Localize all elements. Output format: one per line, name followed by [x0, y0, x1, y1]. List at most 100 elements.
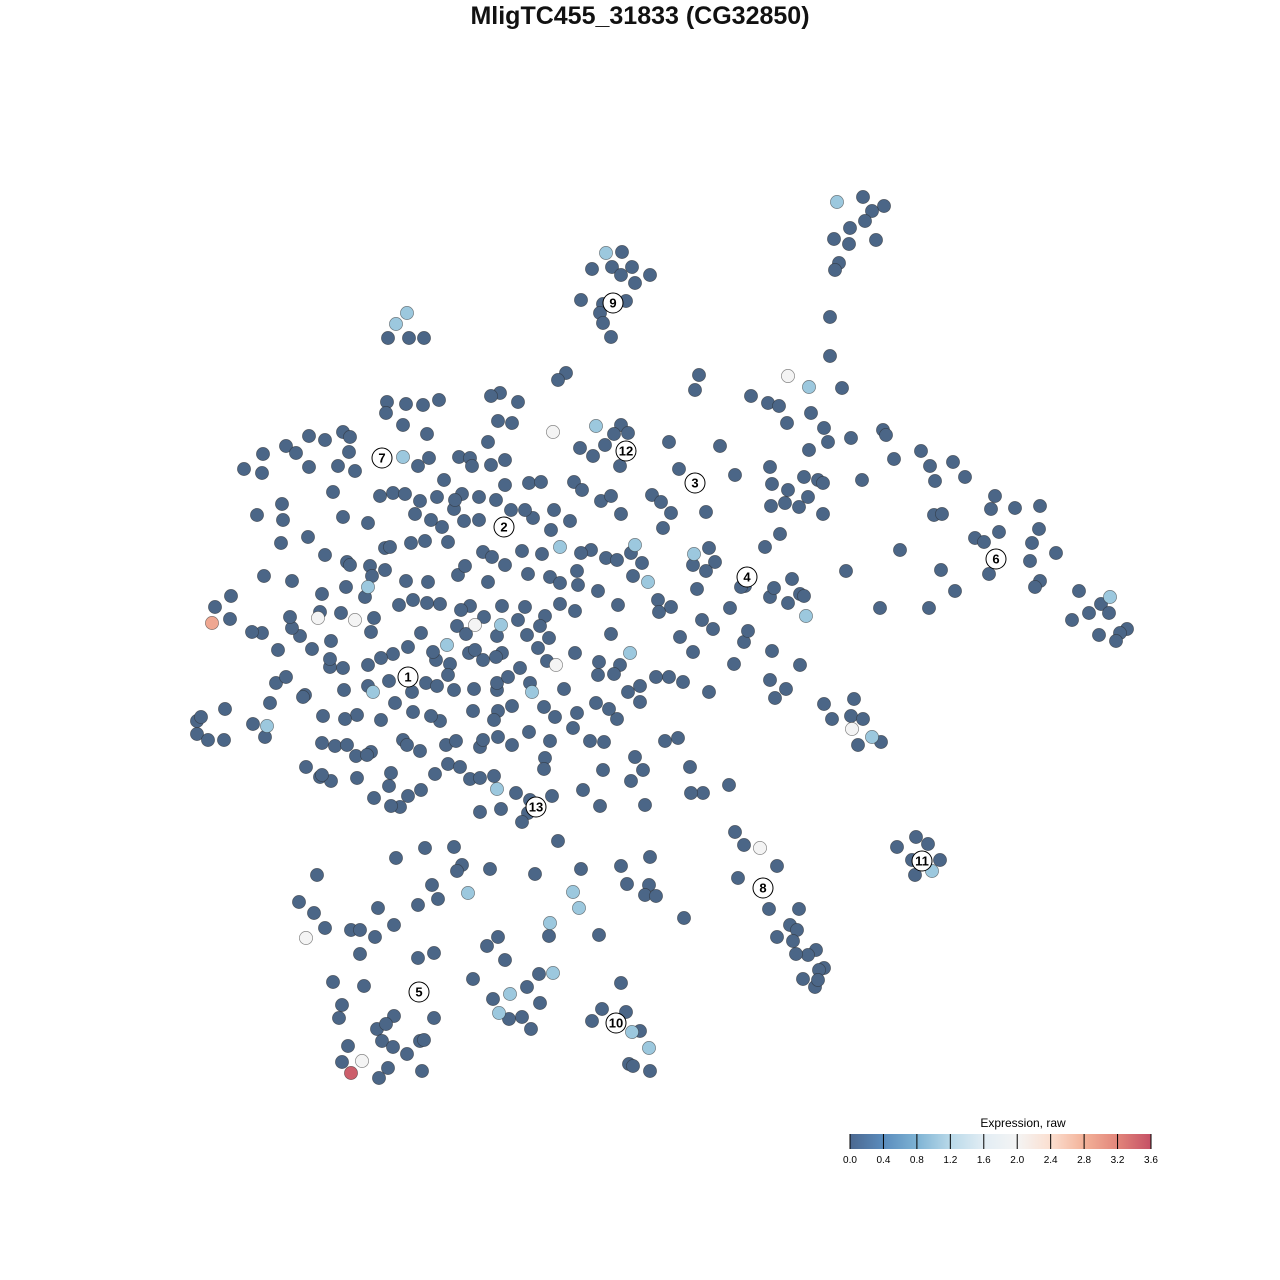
data-point — [625, 260, 639, 274]
data-point — [246, 717, 260, 731]
data-point — [513, 661, 527, 675]
data-point — [418, 534, 432, 548]
data-point — [633, 695, 647, 709]
data-point — [692, 368, 706, 382]
data-point — [494, 802, 508, 816]
data-point — [585, 262, 599, 276]
data-point — [490, 676, 504, 690]
data-point — [620, 877, 634, 891]
data-point — [461, 886, 475, 900]
data-point — [1049, 546, 1063, 560]
data-point — [823, 310, 837, 324]
cluster-label: 8 — [752, 877, 774, 899]
cluster-label: 12 — [615, 440, 637, 462]
data-point — [781, 483, 795, 497]
data-point — [628, 538, 642, 552]
data-point — [350, 771, 364, 785]
data-point — [343, 558, 357, 572]
data-point — [672, 462, 686, 476]
data-point — [643, 850, 657, 864]
data-point — [386, 647, 400, 661]
data-point — [664, 600, 678, 614]
data-point — [491, 730, 505, 744]
data-point — [285, 574, 299, 588]
data-point — [604, 489, 618, 503]
data-point — [389, 317, 403, 331]
data-point — [546, 966, 560, 980]
data-point — [816, 476, 830, 490]
data-point — [515, 544, 529, 558]
data-point — [553, 597, 567, 611]
data-point — [489, 650, 503, 664]
data-point — [658, 734, 672, 748]
data-point — [589, 419, 603, 433]
cluster-label: 9 — [602, 292, 624, 314]
data-point — [389, 851, 403, 865]
data-point — [459, 627, 473, 641]
data-point — [699, 564, 713, 578]
data-point — [797, 589, 811, 603]
data-point — [335, 1055, 349, 1069]
data-point — [534, 475, 548, 489]
data-point — [553, 576, 567, 590]
data-point — [289, 446, 303, 460]
data-point — [533, 996, 547, 1010]
data-point — [511, 613, 525, 627]
data-point — [223, 612, 237, 626]
data-point — [687, 547, 701, 561]
data-point — [361, 516, 375, 530]
data-point — [441, 668, 455, 682]
cluster-label-badge — [615, 440, 637, 462]
data-point — [563, 514, 577, 528]
data-point — [299, 931, 313, 945]
data-point — [607, 667, 621, 681]
data-point — [835, 381, 849, 395]
cluster-label: 1 — [397, 666, 419, 688]
data-point — [375, 1034, 389, 1048]
data-point — [797, 470, 811, 484]
cluster-label-text: 8 — [759, 881, 766, 896]
data-point — [763, 460, 777, 474]
data-point — [887, 452, 901, 466]
data-point — [772, 399, 786, 413]
data-point — [571, 578, 585, 592]
cluster-label: 4 — [736, 566, 758, 588]
data-point — [844, 431, 858, 445]
data-point — [799, 609, 813, 623]
data-point — [628, 750, 642, 764]
data-point — [379, 1017, 393, 1031]
data-point — [417, 331, 431, 345]
data-point — [374, 713, 388, 727]
data-point — [414, 783, 428, 797]
data-point — [299, 760, 313, 774]
data-point — [457, 514, 471, 528]
chart-title: MligTC455_31833 (CG32850) — [470, 2, 810, 30]
data-point — [458, 559, 472, 573]
data-point — [763, 673, 777, 687]
data-point — [827, 232, 841, 246]
data-point — [501, 670, 515, 684]
data-point — [350, 708, 364, 722]
data-point — [656, 521, 670, 535]
data-point — [431, 892, 445, 906]
data-point — [414, 626, 428, 640]
data-point — [1025, 536, 1039, 550]
data-point — [792, 500, 806, 514]
data-point — [551, 834, 565, 848]
data-point — [845, 722, 859, 736]
data-point — [532, 967, 546, 981]
data-point — [1032, 522, 1046, 536]
data-point — [420, 427, 434, 441]
data-point — [786, 934, 800, 948]
colorbar-tick-label: 2.4 — [1044, 1155, 1058, 1166]
data-point — [411, 898, 425, 912]
data-point — [481, 435, 495, 449]
data-point — [518, 600, 532, 614]
data-point — [651, 593, 665, 607]
data-point — [688, 383, 702, 397]
data-point — [686, 645, 700, 659]
data-point — [801, 490, 815, 504]
data-point — [958, 470, 972, 484]
data-point — [353, 923, 367, 937]
